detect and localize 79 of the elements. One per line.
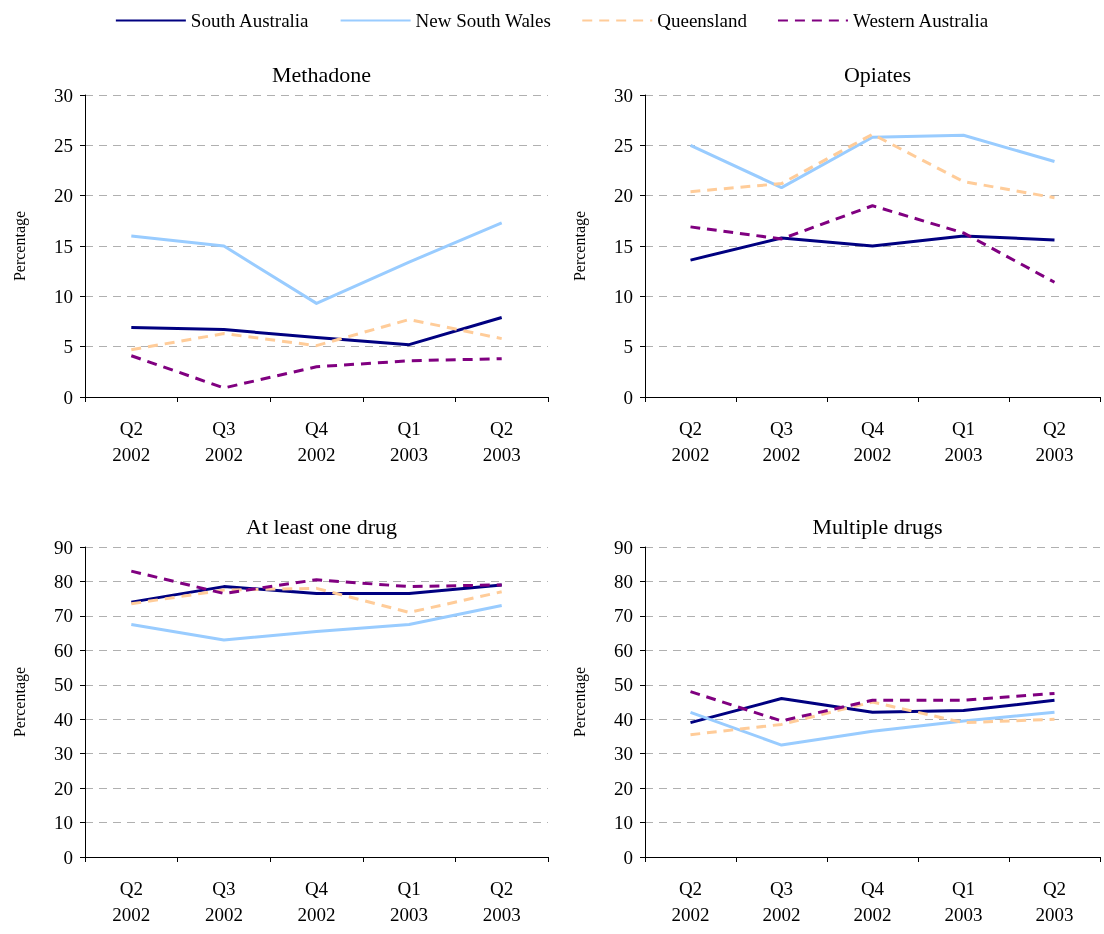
line-series xyxy=(129,569,504,595)
x-tick-label: Q2 2002 xyxy=(112,417,151,465)
x-tick-label: Q3 2002 xyxy=(204,417,243,465)
y-tick-label: 10 xyxy=(54,285,73,307)
y-tick-label: 20 xyxy=(614,777,633,799)
line-series xyxy=(689,204,1056,284)
x-tick-label: Q2 2003 xyxy=(1035,417,1074,465)
x-tick-label: Q1 2003 xyxy=(944,417,983,465)
y-tick-label: 80 xyxy=(54,570,73,592)
x-tick-label: Q3 2002 xyxy=(204,877,243,925)
y-tick-label: 10 xyxy=(614,812,633,834)
y-tick-label: 50 xyxy=(54,674,73,696)
y-axis-title: Percentage xyxy=(570,210,589,282)
chart-title: Opiates xyxy=(843,61,912,87)
y-tick-label: 60 xyxy=(614,639,633,661)
y-axis-title: Percentage xyxy=(10,210,29,282)
y-tick-label: 40 xyxy=(54,708,73,730)
y-tick-label: 30 xyxy=(614,743,633,765)
x-tick-label: Q4 2002 xyxy=(853,877,892,925)
y-tick-label: 5 xyxy=(623,336,633,358)
line-series xyxy=(689,690,1056,723)
y-tick-label: 40 xyxy=(614,708,633,730)
line-series xyxy=(129,604,504,642)
y-tick-label: 5 xyxy=(63,336,73,358)
y-tick-label: 0 xyxy=(63,386,73,408)
y-tick-label: 15 xyxy=(54,235,73,257)
chart-title: Multiple drugs xyxy=(812,513,943,539)
line-series xyxy=(689,234,1056,262)
x-tick-label: Q3 2002 xyxy=(762,877,801,925)
legend-label: Queensland xyxy=(657,10,748,31)
y-tick-label: 50 xyxy=(614,674,633,696)
y-tick-label: 20 xyxy=(54,777,73,799)
x-tick-label: Q4 2002 xyxy=(853,417,892,465)
x-tick-label: Q2 2002 xyxy=(112,877,151,925)
y-axis-title: Percentage xyxy=(570,666,589,738)
legend-label: Western Australia xyxy=(852,10,989,31)
x-tick-label: Q4 2002 xyxy=(297,417,336,465)
line-series xyxy=(689,132,1056,200)
y-tick-label: 0 xyxy=(63,846,73,868)
y-tick-label: 90 xyxy=(54,536,73,558)
y-tick-label: 0 xyxy=(623,386,633,408)
y-tick-label: 25 xyxy=(614,134,633,156)
x-tick-label: Q2 2002 xyxy=(671,877,710,925)
line-series xyxy=(689,133,1056,190)
x-tick-label: Q2 2003 xyxy=(482,877,521,925)
x-tick-label: Q1 2003 xyxy=(390,417,429,465)
chart-title: At least one drug xyxy=(246,513,397,539)
line-series xyxy=(689,710,1056,747)
x-tick-label: Q2 2002 xyxy=(671,417,710,465)
y-tick-label: 90 xyxy=(614,536,633,558)
y-tick-label: 30 xyxy=(54,743,73,765)
y-tick-label: 70 xyxy=(54,605,73,627)
x-tick-label: Q1 2003 xyxy=(390,877,429,925)
y-tick-label: 15 xyxy=(614,235,633,257)
y-tick-label: 20 xyxy=(54,185,73,207)
y-tick-label: 25 xyxy=(54,134,73,156)
y-axis-title: Percentage xyxy=(10,666,29,738)
line-series xyxy=(129,221,504,305)
legend-label: New South Wales xyxy=(415,10,551,31)
x-tick-label: Q4 2002 xyxy=(297,877,336,925)
y-tick-label: 80 xyxy=(614,570,633,592)
y-tick-label: 60 xyxy=(54,639,73,661)
y-tick-label: 10 xyxy=(614,285,633,307)
chart-title: Methadone xyxy=(272,61,371,87)
x-tick-label: Q2 2003 xyxy=(482,417,521,465)
y-tick-label: 0 xyxy=(623,846,633,868)
y-tick-label: 30 xyxy=(614,84,633,106)
x-tick-label: Q1 2003 xyxy=(944,877,983,925)
x-tick-label: Q3 2002 xyxy=(762,417,801,465)
line-series xyxy=(689,700,1056,737)
legend-label: South Australia xyxy=(190,10,310,31)
x-tick-label: Q2 2003 xyxy=(1035,877,1074,925)
line-series xyxy=(129,586,504,614)
y-tick-label: 10 xyxy=(54,812,73,834)
y-tick-label: 30 xyxy=(54,84,73,106)
line-series xyxy=(689,697,1056,725)
y-tick-label: 70 xyxy=(614,605,633,627)
y-tick-label: 20 xyxy=(614,185,633,207)
line-series xyxy=(129,354,504,390)
